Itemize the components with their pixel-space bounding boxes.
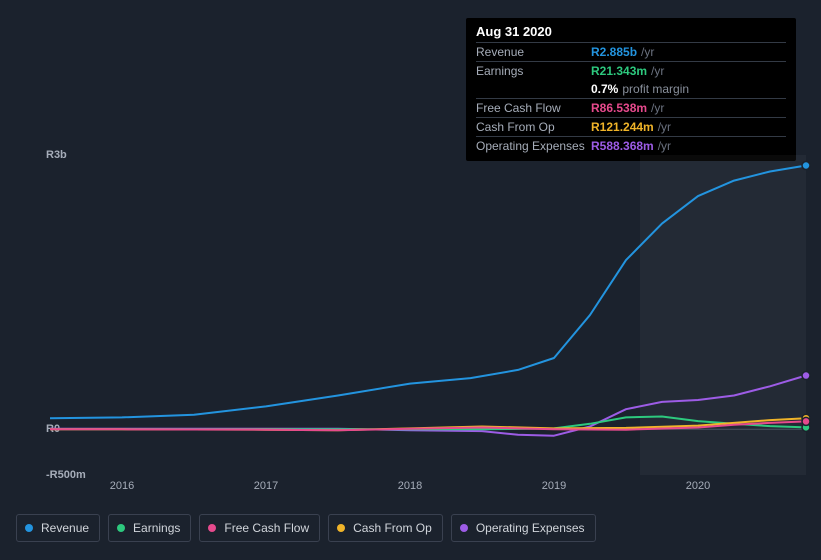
x-axis-label: 2018 (398, 480, 422, 492)
y-axis-label: R3b (46, 149, 48, 161)
legend-item-opex[interactable]: Operating Expenses (451, 514, 596, 542)
tooltip-row: RevenueR2.885b/yr (476, 42, 786, 61)
legend-dot-icon (337, 524, 345, 532)
tooltip-row: Cash From OpR121.244m/yr (476, 117, 786, 136)
tooltip-row-suffix: /yr (658, 139, 671, 153)
tooltip-date: Aug 31 2020 (476, 24, 786, 42)
legend-dot-icon (208, 524, 216, 532)
legend-dot-icon (117, 524, 125, 532)
tooltip-row-suffix: /yr (651, 64, 664, 78)
tooltip-row-value: R121.244m (591, 120, 654, 134)
tooltip-row-value: R2.885b (591, 45, 637, 59)
x-axis-label: 2019 (542, 480, 566, 492)
series-endcap-opex (802, 372, 810, 380)
x-axis-label: 2016 (110, 480, 134, 492)
tooltip-row-label: Revenue (476, 45, 591, 59)
legend-item-revenue[interactable]: Revenue (16, 514, 100, 542)
chart-legend: Revenue Earnings Free Cash Flow Cash From O… (16, 514, 596, 542)
tooltip-row: Free Cash FlowR86.538m/yr (476, 98, 786, 117)
tooltip-row-label: Operating Expenses (476, 139, 591, 153)
tooltip-row: Operating ExpensesR588.368m/yr (476, 136, 786, 155)
tooltip-row: EarningsR21.343m/yr (476, 61, 786, 80)
financials-chart[interactable]: R3bR0-R500m (16, 155, 806, 475)
series-revenue (50, 166, 806, 419)
tooltip-row-suffix: /yr (658, 120, 671, 134)
series-endcap-revenue (802, 162, 810, 170)
tooltip-row-value: R86.538m (591, 101, 647, 115)
legend-label: Free Cash Flow (224, 521, 309, 535)
tooltip-subrow: 0.7% profit margin (476, 80, 786, 98)
tooltip-subrow-extra: profit margin (622, 82, 689, 96)
legend-label: Operating Expenses (476, 521, 585, 535)
legend-label: Revenue (41, 521, 89, 535)
legend-dot-icon (25, 524, 33, 532)
tooltip-row-value: R21.343m (591, 64, 647, 78)
legend-item-earnings[interactable]: Earnings (108, 514, 191, 542)
x-axis-ticks: 2016 2017 2018 2019 2020 (16, 480, 806, 496)
tooltip-row-value: R588.368m (591, 139, 654, 153)
series-endcap-fcf (802, 417, 810, 425)
legend-label: Cash From Op (353, 521, 432, 535)
x-axis-label: 2017 (254, 480, 278, 492)
tooltip-row-label: Cash From Op (476, 120, 591, 134)
legend-item-fcf[interactable]: Free Cash Flow (199, 514, 320, 542)
tooltip-row-suffix: /yr (641, 45, 654, 59)
y-axis-label: R0 (46, 423, 48, 435)
chart-tooltip: Aug 31 2020 RevenueR2.885b/yrEarningsR21… (466, 18, 796, 161)
tooltip-row-label: Earnings (476, 64, 591, 78)
tooltip-row-label: Free Cash Flow (476, 101, 591, 115)
legend-item-cfo[interactable]: Cash From Op (328, 514, 443, 542)
legend-dot-icon (460, 524, 468, 532)
tooltip-row-suffix: /yr (651, 101, 664, 115)
legend-label: Earnings (133, 521, 180, 535)
tooltip-subrow-value: 0.7% (591, 82, 618, 96)
x-axis-label: 2020 (686, 480, 710, 492)
